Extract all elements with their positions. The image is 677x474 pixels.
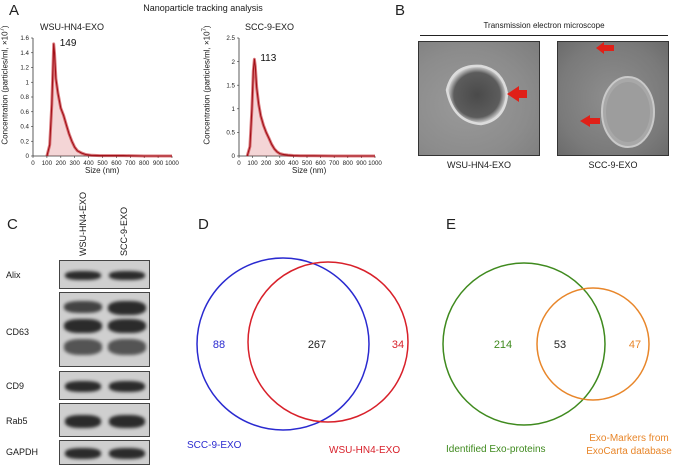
x-tick-label: 600 [111,160,122,167]
y-tick-label: 0.2 [20,138,29,145]
tem-vesicle-wsu [445,64,527,126]
y-tick-label: 1 [232,106,236,113]
venn-d-circle-scc [196,257,370,431]
tem-label-wsu: WSU-HN4-EXO [446,160,511,170]
x-tick-label: 200 [56,160,67,167]
x-tick-label: 100 [247,160,258,167]
y-tick-label: 0.5 [226,130,235,137]
x-tick-label: 900 [356,160,367,167]
x-tick-label: 1000 [368,160,382,167]
y-tick-label: 1.6 [20,35,29,42]
venn-e-intersection: 53 [553,339,567,351]
y-tick-label: 2.5 [226,35,235,42]
y-tick-label: 0.4 [20,124,29,131]
x-tick-label: 400 [83,160,94,167]
nta-chart-scc: 0 100 200 300 400 500 600 700 800 900 1000 0 0.5 1 1.5… [226,35,382,167]
venn-e-circle-exocarta [536,287,650,401]
wb-blot-alix [59,260,150,289]
x-tick-label: 100 [42,160,53,167]
y-tick-label: 1.4 [20,50,29,57]
venn-e-label-exocarta: Exo-Markers from ExoCarta database [582,432,676,458]
wb-blot-rab5 [59,403,150,437]
panel-letter-b: B [395,2,406,19]
wb-label-cd63: CD63 [6,327,30,337]
nta-chart-1-title: WSU-HN4-EXO [40,22,105,32]
y-tick-label: 1.2 [20,65,29,72]
tem-arrow-wsu [507,86,527,102]
y-tick-label: 0.6 [20,109,29,116]
series-line [246,58,375,157]
x-tick-label: 600 [315,160,326,167]
x-tick-label: 300 [275,160,286,167]
series-area [247,59,375,157]
venn-e-only-exocarta: 47 [628,339,642,351]
tem-arrow-scc-top [596,42,614,54]
wb-blot-gapdh [59,440,150,465]
series-area [46,43,172,156]
venn-e-label-identified: Identified Exo-proteins [446,444,546,455]
x-tick-label: 300 [70,160,81,167]
tem-vesicle-scc [580,42,655,148]
y-tick-label: 0.8 [20,94,29,101]
x-tick-label: 0 [31,160,35,167]
venn-d-only-wsu: 34 [391,339,405,351]
wb-label-cd9: CD9 [6,381,25,391]
x-tick-label: 700 [125,160,136,167]
venn-d-label-wsu: WSU-HN4-EXO [329,445,401,456]
wb-label-rab5: Rab5 [6,416,28,426]
x-tick-label: 500 [302,160,313,167]
tem-title-rule [420,35,668,36]
tem-arrow-scc-left [580,115,600,127]
panel-a-title: Nanoparticle tracking analysis [143,3,263,13]
tem-title: Transmission electron microscope [483,21,605,30]
panel-letter-a: A [9,2,20,19]
x-tick-label: 500 [97,160,108,167]
x-tick-label: 200 [261,160,272,167]
wb-label-gapdh: GAPDH [6,447,39,457]
y-tick-label: 2 [232,59,236,66]
x-tick-label: 900 [153,160,164,167]
peak-label: 149 [60,38,77,49]
y-tick-label: 1 [26,79,30,86]
nta-charts-svg: 0 100 200 300 400 500 600 700 800 900 100000.20.40… [20,35,382,167]
venn-e-circle-identified [442,262,606,426]
panel-letter-e: E [446,216,457,233]
wb-blot-cd63 [59,292,150,367]
tem-image-wsu [418,41,540,156]
venn-d-circle-wsu [247,261,409,423]
venn-e-only-identified: 214 [493,339,513,351]
nta-chart-2-xlabel: Size (nm) [292,166,327,175]
series-line [46,43,172,157]
nta-chart-wsu: 0 100 200 300 400 500 600 700 800 900 1000 0 0.2 0.4 0… [20,35,179,167]
y-tick-label: 0 [232,153,236,160]
venn-e-label-exocarta-line2: ExoCarta database [586,446,672,457]
x-tick-label: 800 [343,160,354,167]
tem-image-scc [557,41,669,156]
tem-label-scc: SCC-9-EXO [588,160,638,170]
peak-label: 113 [260,53,276,64]
y-tick-label: 1.5 [226,82,235,89]
nta-chart-2-title: SCC-9-EXO [245,22,295,32]
x-tick-label: 1000 [165,160,179,167]
wb-label-alix: Alix [6,270,21,280]
nta-chart-1-xlabel: Size (nm) [85,166,120,175]
x-tick-label: 400 [288,160,299,167]
venn-d-intersection: 267 [307,339,327,351]
x-tick-label: 0 [237,160,241,167]
wb-blot-cd9 [59,371,150,400]
venn-d-label-scc: SCC-9-EXO [187,440,242,451]
y-tick-label: 0 [26,153,30,160]
x-tick-label: 700 [329,160,340,167]
venn-d-only-scc: 88 [212,339,226,351]
panel-letter-d: D [198,216,209,233]
venn-e-label-exocarta-line1: Exo-Markers from [589,433,669,444]
x-tick-label: 800 [139,160,150,167]
panel-letter-c: C [7,216,18,233]
